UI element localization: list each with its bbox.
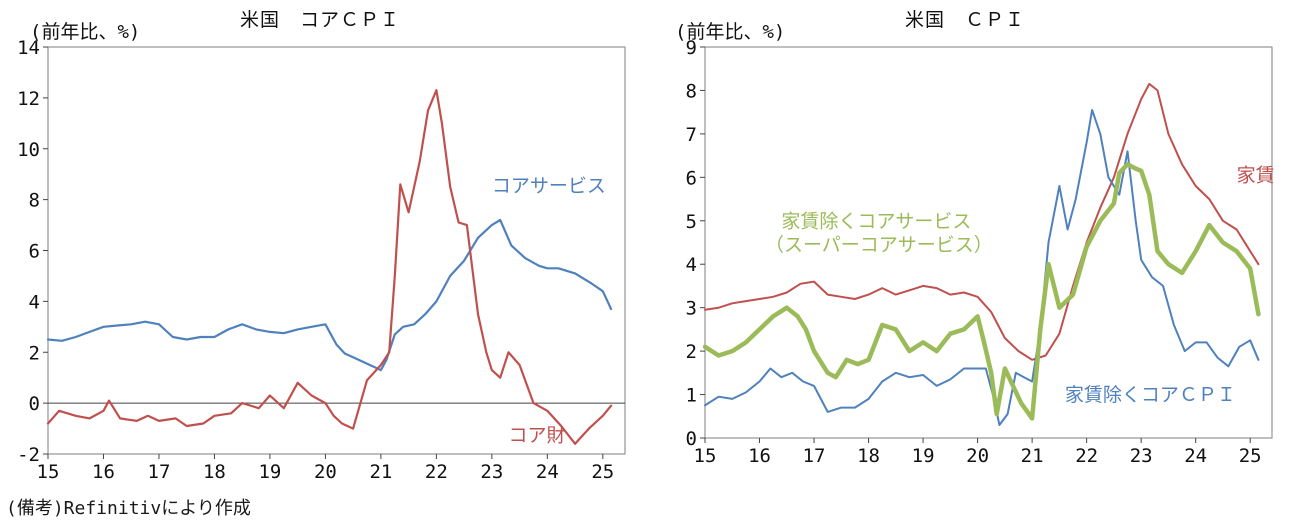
y-tick-label: 1 [686,385,697,407]
source-note: (備考)Refinitivにより作成 [6,498,251,519]
x-tick-label: 15 [37,461,60,483]
series-line-1-1 [46,218,613,372]
x-tick-label: 25 [1239,445,1262,467]
x-tick-label: 25 [591,461,614,483]
y-tick-label: 6 [29,241,40,263]
plot-area [704,46,1273,439]
series-line-1-2 [46,89,613,445]
series-annotation: コアサービス [492,175,606,197]
x-tick-label: 15 [694,445,717,467]
x-tick-label: 18 [203,461,226,483]
x-tick-label: 17 [803,445,826,467]
y-tick-label: 2 [686,341,697,363]
y-tick-label: 8 [686,80,697,102]
y-tick-label: -2 [17,444,40,466]
y-tick-label: 0 [29,393,40,415]
y-tick-label: 8 [29,190,40,212]
series-annotation: 家賃 [1237,165,1275,187]
unit-label: (前年比、%) [30,21,140,43]
x-tick-label: 21 [1021,445,1044,467]
x-tick-label: 23 [1130,445,1153,467]
chart-title: 米国 ＣＰＩ [905,9,1025,31]
x-tick-label: 16 [92,461,115,483]
x-tick-label: 19 [258,461,281,483]
x-tick-label: 16 [748,445,771,467]
x-tick-label: 17 [148,461,171,483]
series-annotation: コア財 [508,424,565,446]
y-tick-label: 9 [686,37,697,59]
x-tick-label: 22 [425,461,448,483]
series-line-2-2 [704,109,1260,426]
x-tick-label: 19 [912,445,935,467]
plot-area [47,46,626,455]
x-tick-label: 23 [480,461,503,483]
y-tick-label: 4 [29,291,40,313]
unit-label: (前年比、%) [675,21,785,43]
chart-title: 米国 コアＣＰＩ [240,9,400,31]
series-line-2-1 [704,82,1260,361]
y-tick-label: 12 [17,88,40,110]
y-tick-label: 14 [17,37,40,59]
x-tick-label: 20 [966,445,989,467]
y-tick-label: 3 [686,298,697,320]
y-tick-label: 4 [686,254,697,276]
x-tick-label: 18 [857,445,880,467]
series-line-2-3 [702,162,1261,421]
y-tick-label: 0 [686,428,697,450]
y-tick-label: 2 [29,342,40,364]
x-tick-label: 21 [369,461,392,483]
x-tick-label: 24 [536,461,559,483]
x-tick-label: 20 [314,461,337,483]
series-annotation: （スーパーコアサービス） [765,234,993,256]
x-tick-label: 24 [1184,445,1207,467]
y-tick-label: 7 [686,124,697,146]
series-annotation: 家賃除くコアサービス [781,210,971,232]
x-tick-label: 22 [1075,445,1098,467]
y-tick-label: 5 [686,211,697,233]
y-tick-label: 10 [17,139,40,161]
series-annotation: 家賃除くコアＣＰＩ [1065,384,1236,406]
y-tick-label: 6 [686,167,697,189]
